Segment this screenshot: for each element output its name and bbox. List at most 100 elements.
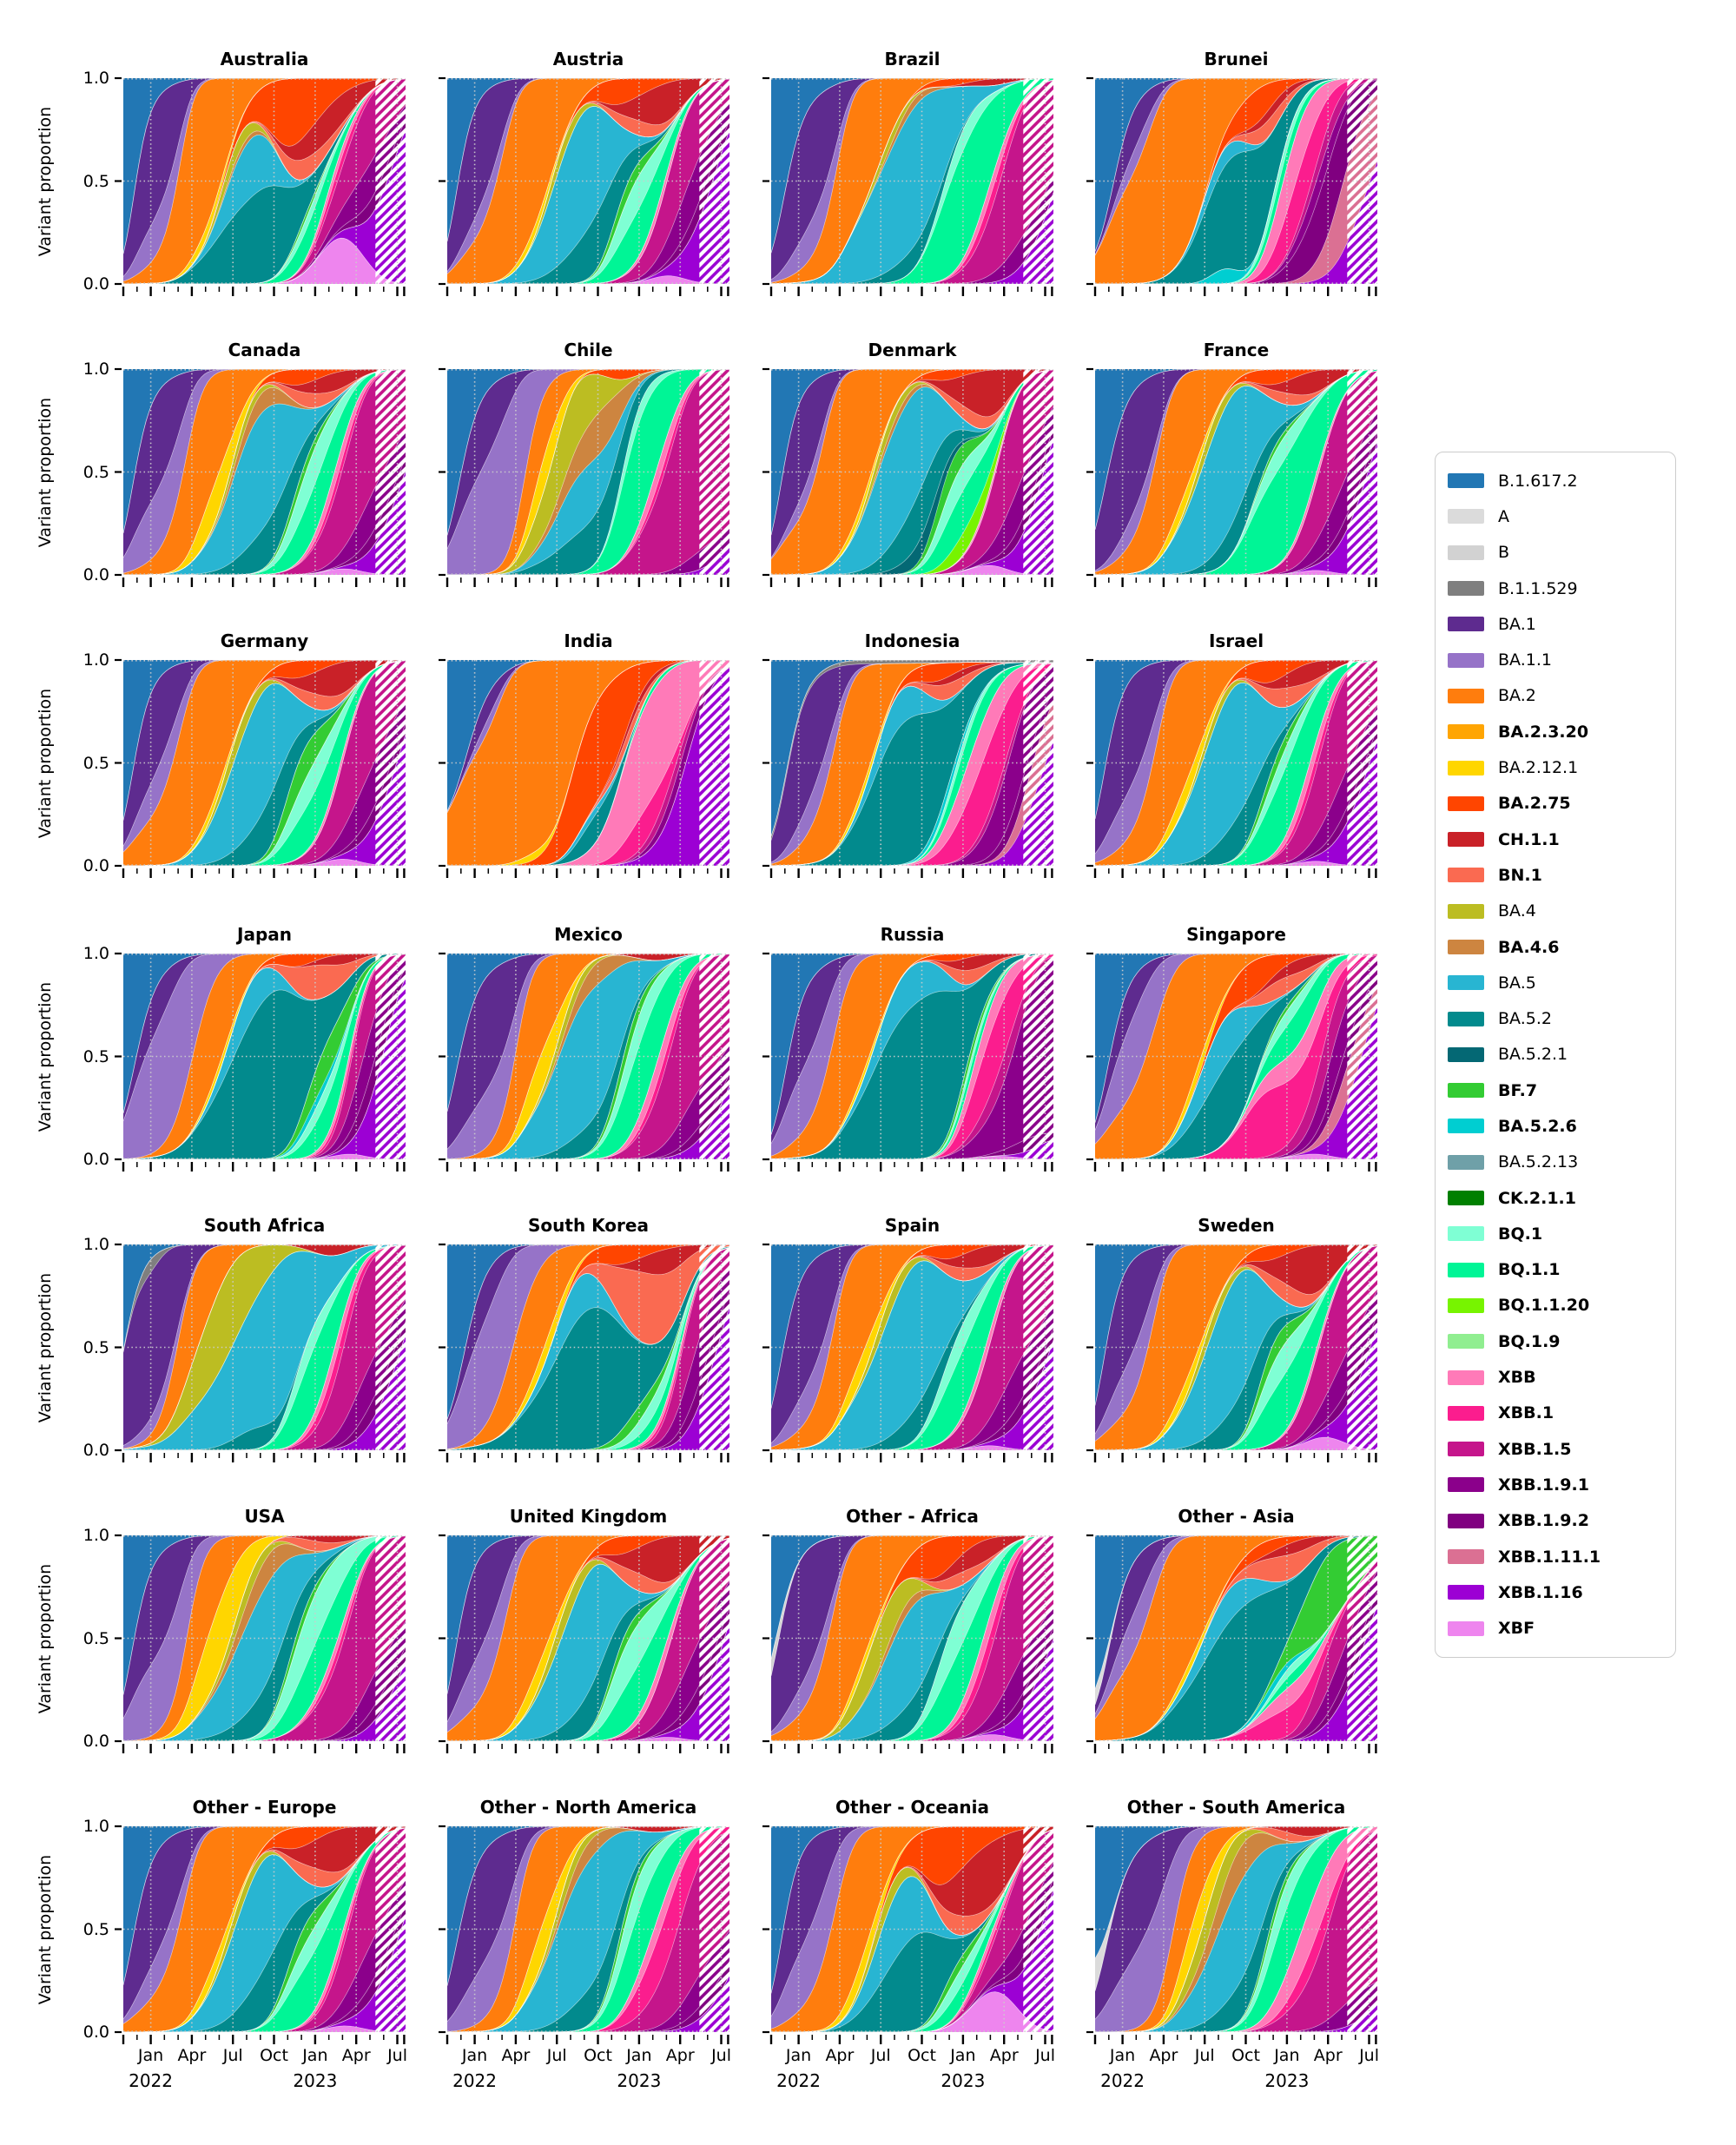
legend-label-bq-1-1: BQ.1.1 <box>1498 1260 1561 1280</box>
legend-swatch-xbb-1-11-1 <box>1448 1549 1484 1565</box>
xtick-month-col2-6: Jul <box>711 2046 731 2065</box>
area-indonesia-xbb-1 <box>771 663 1053 866</box>
subplot-title-israel: Israel <box>1208 630 1264 651</box>
legend-label-ck-2-1-1: CK.2.1.1 <box>1498 1188 1576 1208</box>
subplot-south-korea <box>439 1243 729 1462</box>
xtick-month-col2-1: Apr <box>501 2046 531 2065</box>
legend-item-ba-4: BA.4 <box>1448 894 1663 929</box>
legend-swatch-xbb-1-5 <box>1448 1442 1484 1457</box>
legend-label-ch-1-1: CH.1.1 <box>1498 829 1560 849</box>
subplot-sweden <box>1086 1243 1377 1462</box>
xtick-year-col4-2022: 2022 <box>1100 2070 1145 2091</box>
legend-label-bf-7: BF.7 <box>1498 1080 1538 1100</box>
legend-item-ba-5-2-6: BA.5.2.6 <box>1448 1108 1663 1144</box>
area-austria-xbb-1-5 <box>447 78 729 284</box>
ytick-label-row3-1.0: 1.0 <box>83 650 109 670</box>
area-other-south-america-ba-1 <box>1095 1826 1377 2020</box>
area-other-europe-b-1-617-2 <box>123 1826 406 1985</box>
forecast-hatch-singapore <box>1347 954 1377 1159</box>
area-united-kingdom-ba-5 <box>447 1538 729 1741</box>
legend-label-b: B <box>1498 543 1510 563</box>
area-denmark-ba-5 <box>771 369 1053 575</box>
area-other-africa-ba-1-1 <box>771 1535 1053 1736</box>
subplot-title-brunei: Brunei <box>1204 49 1269 69</box>
area-other-oceania-ch-1-1 <box>771 1826 1053 2032</box>
area-japan-ba-5-2 <box>123 954 406 1159</box>
ytick-label-row4-0.5: 0.5 <box>83 1046 109 1066</box>
area-other-africa-ba-5 <box>771 1535 1053 1741</box>
xtick-year-col2-2022: 2022 <box>452 2070 497 2091</box>
area-sweden-ba-5 <box>1095 1245 1377 1450</box>
subplot-indonesia <box>762 658 1053 878</box>
legend-swatch-ba-2-12-1 <box>1448 760 1484 776</box>
legend-label-ba-5: BA.5 <box>1498 973 1536 993</box>
area-india-xbb <box>447 660 729 866</box>
legend-swatch-ck-2-1-1 <box>1448 1191 1484 1206</box>
legend-item-ba-2-3-20: BA.2.3.20 <box>1448 714 1663 749</box>
y-axis-label-row2: Variant proportion <box>36 397 55 547</box>
legend-label-b-1-617-2: B.1.617.2 <box>1498 471 1578 491</box>
area-other-north-america-bq-1-1 <box>447 1826 729 2032</box>
forecast-hatch-south-africa <box>375 1244 406 1450</box>
xtick-month-col3-5: Apr <box>989 2046 1019 2065</box>
xtick-month-col3-3: Oct <box>908 2046 936 2065</box>
area-usa-xbb-1-5 <box>123 1535 406 1741</box>
legend-item-ba-1-1: BA.1.1 <box>1448 642 1663 677</box>
area-france-b-1-617-2 <box>1095 369 1377 530</box>
area-denmark-b-1-617-2 <box>771 369 1053 536</box>
area-other-europe-xbf <box>123 2025 406 2032</box>
area-other-oceania-xbb-1-5 <box>771 1829 1053 2032</box>
xtick-month-col4-5: Apr <box>1313 2046 1343 2065</box>
area-other-south-america-ba-4-6 <box>1095 1826 1377 2032</box>
legend-swatch-bq-1 <box>1448 1226 1484 1242</box>
area-indonesia-ba-1-1 <box>771 662 1053 864</box>
area-spain-xbf <box>771 1445 1053 1450</box>
area-canada-xbb-1-5 <box>123 369 406 575</box>
area-south-africa-ba-4 <box>123 1244 406 1449</box>
subplot-title-other-asia: Other - Asia <box>1178 1506 1295 1527</box>
area-singapore-ba-2-75 <box>1095 954 1377 1159</box>
area-south-korea-b-1-617-2 <box>447 1244 729 1420</box>
area-australia-ba-5 <box>123 78 406 284</box>
ytick-label-row5-1.0: 1.0 <box>83 1235 109 1254</box>
y-axis-label-row4: Variant proportion <box>36 981 55 1132</box>
legend-item-bq-1-1-20: BQ.1.1.20 <box>1448 1288 1663 1323</box>
area-singapore-bq-1-1 <box>1095 954 1377 1159</box>
legend-item-b-1-617-2: B.1.617.2 <box>1448 463 1663 498</box>
forecast-hatch-india <box>699 660 729 866</box>
area-australia-ba-5-2 <box>123 78 406 284</box>
area-other-oceania-ba-5-2 <box>771 1829 1053 2032</box>
subplot-title-singapore: Singapore <box>1186 924 1286 945</box>
area-canada-ba-5-2 <box>123 369 406 575</box>
subplot-title-south-africa: South Africa <box>203 1215 326 1236</box>
area-chile-ba-2 <box>447 369 729 575</box>
area-austria-ba-5 <box>447 78 729 284</box>
area-other-africa-xbb-1-5 <box>771 1535 1053 1741</box>
subplot-united-kingdom <box>439 1534 729 1753</box>
legend-swatch-xbb-1-9-2 <box>1448 1513 1484 1528</box>
ytick-label-row4-0.0: 0.0 <box>83 1150 109 1169</box>
xtick-month-col4-2: Jul <box>1194 2046 1215 2065</box>
forecast-hatch-france <box>1347 369 1377 575</box>
y-axis-label-row6: Variant proportion <box>36 1563 55 1713</box>
legend-swatch-bf-7 <box>1448 1083 1484 1099</box>
area-usa-ba-4-6 <box>123 1535 406 1741</box>
subplot-russia <box>762 952 1053 1172</box>
legend-swatch-a <box>1448 509 1484 525</box>
subplot-title-other-europe: Other - Europe <box>192 1797 337 1818</box>
xtick-year-col4-2023: 2023 <box>1264 2070 1310 2091</box>
forecast-hatch-other-oceania <box>1023 1826 1053 2032</box>
legend-swatch-ba-5-2-6 <box>1448 1119 1484 1134</box>
xtick-month-col1-3: Oct <box>260 2046 288 2065</box>
subplot-usa <box>115 1534 406 1753</box>
subplot-title-other-africa: Other - Africa <box>846 1506 979 1527</box>
legend-label-ba-2: BA.2 <box>1498 686 1536 706</box>
subplot-title-usa: USA <box>244 1506 285 1527</box>
area-france-ba-1-1 <box>1095 369 1377 572</box>
subplot-title-denmark: Denmark <box>868 340 957 360</box>
subplot-other-africa <box>762 1534 1053 1753</box>
forecast-hatch-germany <box>375 660 406 866</box>
area-japan-ba-1-1 <box>123 954 406 1159</box>
area-other-oceania-ba-1-1 <box>771 1826 1053 2030</box>
forecast-hatch-other-europe <box>375 1826 406 2032</box>
